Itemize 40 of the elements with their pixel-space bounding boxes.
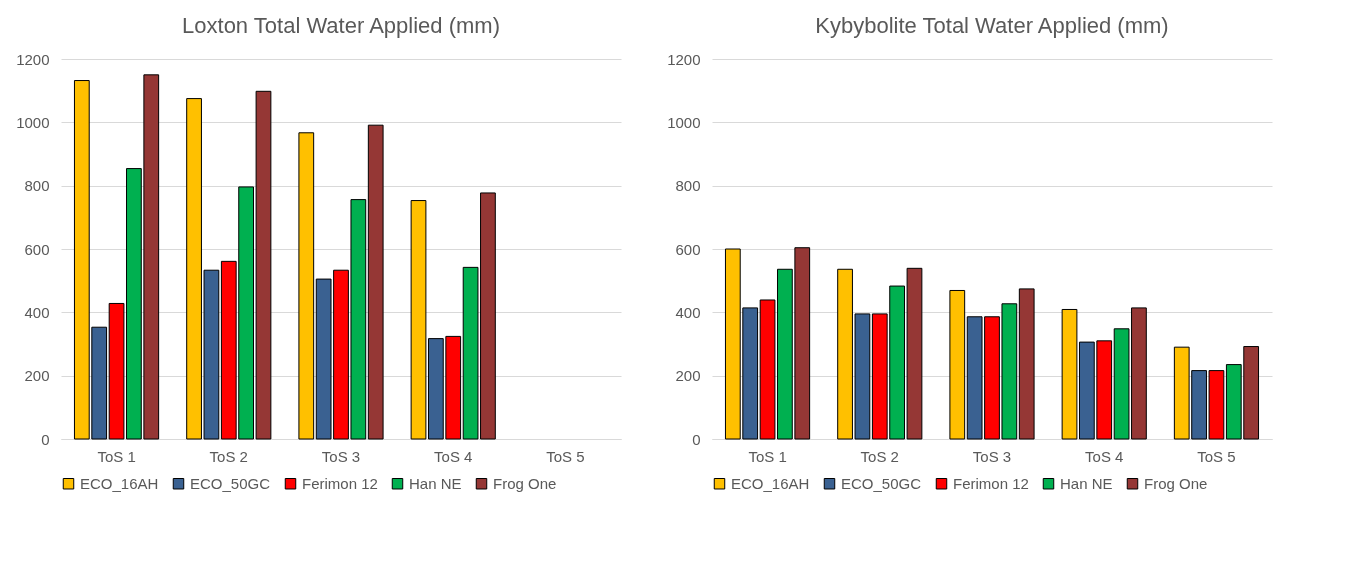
x-tick-label: ToS 2: [860, 447, 899, 465]
y-tick-label: 200: [675, 367, 701, 385]
legend-label: ECO_16AH: [80, 474, 159, 492]
y-tick-label: 1200: [16, 50, 50, 68]
y-tick-label: 0: [692, 430, 701, 448]
x-tick-label: ToS 5: [546, 447, 585, 465]
y-tick-label: 800: [675, 177, 701, 195]
legend-label: ECO_50GC: [841, 474, 922, 492]
bar: [298, 132, 315, 440]
x-tick-label: ToS 3: [321, 447, 361, 465]
legend-label: Ferimon 12: [302, 474, 378, 492]
bar: [1018, 288, 1035, 440]
y-tick-label: 600: [675, 240, 701, 258]
y-tick-label: 600: [24, 240, 50, 258]
chart-title: Kybybolite Total Water Applied (mm): [815, 13, 1169, 38]
bar: [949, 289, 966, 440]
legend-label: ECO_50GC: [190, 474, 271, 492]
x-tick-label: ToS 4: [434, 447, 473, 465]
x-tick-label: ToS 2: [209, 447, 248, 465]
legend-label: Frog One: [493, 474, 557, 492]
legend-label: Frog One: [1144, 474, 1208, 492]
y-tick-label: 0: [41, 430, 50, 448]
x-tick-label: ToS 1: [748, 447, 787, 465]
y-tick-label: 400: [24, 303, 50, 321]
legend-label: Ferimon 12: [953, 474, 1029, 492]
x-tick-label: ToS 3: [972, 447, 1012, 465]
x-tick-label: ToS 4: [1085, 447, 1124, 465]
y-tick-label: 400: [675, 303, 701, 321]
legend-label: Han NE: [1060, 474, 1113, 492]
y-tick-label: 1200: [667, 50, 701, 68]
bar: [367, 124, 384, 440]
x-tick-label: ToS 5: [1197, 447, 1236, 465]
x-tick-label: ToS 1: [97, 447, 136, 465]
y-tick-label: 200: [24, 367, 50, 385]
legend-label: Han NE: [409, 474, 462, 492]
y-tick-label: 800: [24, 177, 50, 195]
legend-label: ECO_16AH: [731, 474, 810, 492]
y-tick-label: 1000: [16, 113, 50, 131]
y-tick-label: 1000: [667, 113, 701, 131]
chart-title: Loxton Total Water Applied (mm): [182, 13, 500, 38]
